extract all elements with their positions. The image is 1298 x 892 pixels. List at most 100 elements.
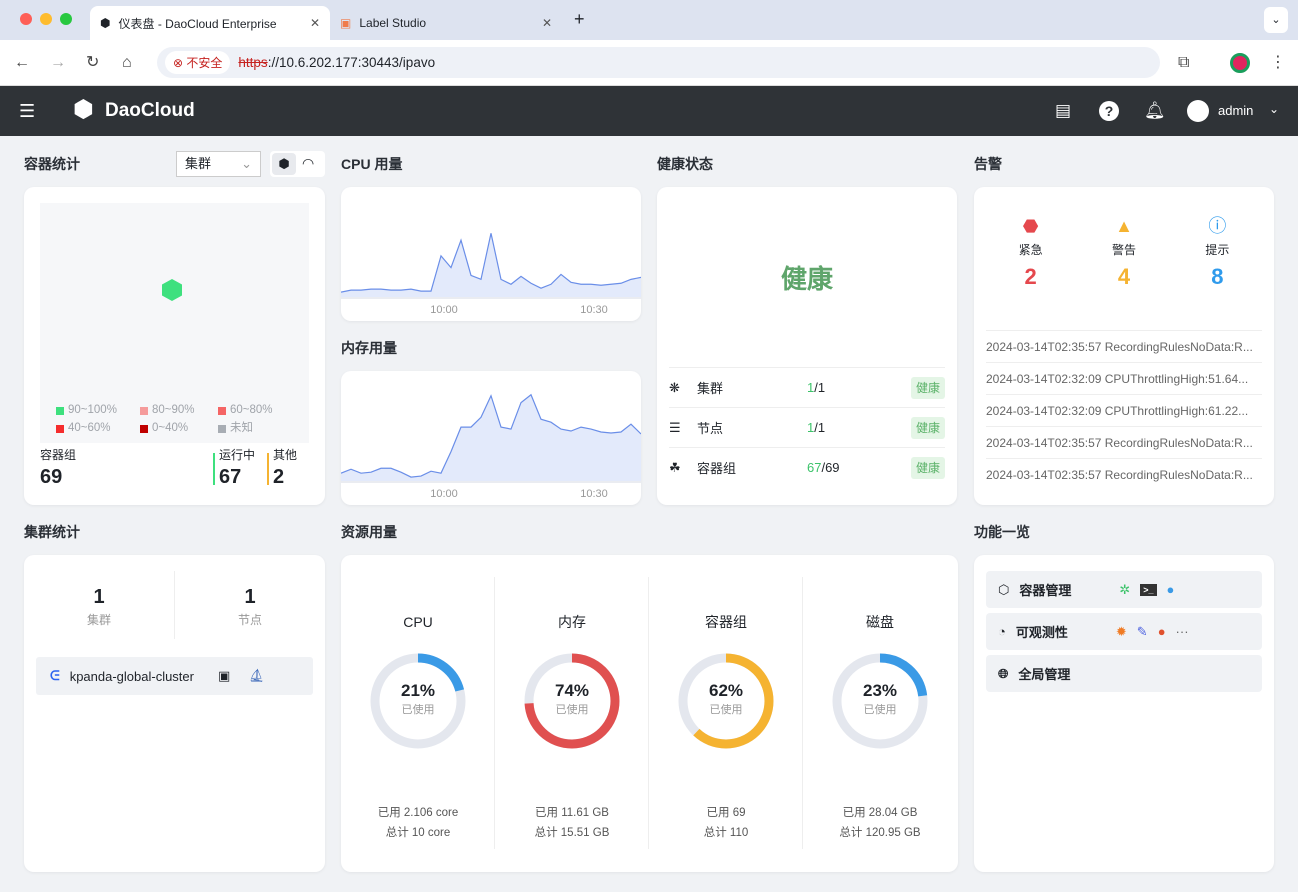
- kpanda-cluster-icon: ᕮ: [50, 668, 60, 683]
- prometheus-icon[interactable]: ●: [1157, 624, 1166, 639]
- home-icon[interactable]: ⌂: [122, 54, 132, 71]
- browser-tab-active[interactable]: ⬢ 仪表盘 - DaoCloud Enterprise ✕: [90, 6, 330, 40]
- row-label: 容器组: [697, 461, 737, 476]
- more-icon[interactable]: ···: [1175, 624, 1189, 639]
- new-tab-button[interactable]: +: [574, 9, 585, 29]
- cluster-name[interactable]: kpanda-global-cluster: [69, 668, 194, 684]
- row-label: 节点: [697, 421, 724, 436]
- health-row-node[interactable]: ☰ 节点 1/1 健康: [669, 407, 945, 447]
- pod-hexmap: 90~100% 80~90% 60~80% 40~60% 0~40% 未知: [40, 203, 309, 443]
- pod-hexagon[interactable]: [162, 279, 182, 301]
- row-label: 集群: [697, 381, 724, 396]
- x-tick-label: 10:30: [580, 488, 608, 500]
- tab-title: Label Studio: [359, 16, 427, 30]
- minimize-window-button[interactable]: [40, 13, 52, 25]
- alert-item[interactable]: 2024-03-14T02:32:09 CPUThrottlingHigh:51…: [986, 362, 1262, 394]
- legend-label: 0~40%: [152, 422, 189, 434]
- series-line[interactable]: [340, 233, 642, 293]
- x-tick-label: 10:00: [430, 488, 458, 500]
- forward-icon[interactable]: →: [50, 54, 66, 71]
- kubernetes-icon[interactable]: ✲: [1119, 581, 1131, 597]
- alert-level-critical[interactable]: ⬣ 紧急 2: [1019, 215, 1043, 290]
- user-avatar-icon[interactable]: [1187, 100, 1209, 122]
- memory-usage-card: 10:00 10:30: [340, 371, 642, 505]
- level-label: 警告: [1111, 243, 1136, 257]
- registry-icon[interactable]: ●: [1166, 582, 1175, 597]
- health-row-cluster[interactable]: ❋ 集群 1/1 健康: [669, 367, 945, 407]
- close-window-button[interactable]: [20, 13, 32, 25]
- cluster-item[interactable]: ᕮ kpanda-global-cluster ▣ ⛵︎: [36, 657, 313, 695]
- series-area: [341, 233, 641, 297]
- resource-donut: [524, 653, 620, 749]
- alert-item[interactable]: 2024-03-14T02:35:57 RecordingRulesNoData…: [986, 330, 1262, 362]
- feature-global-management[interactable]: 🌐︎ 全局管理: [986, 655, 1262, 692]
- extensions-icon[interactable]: ⧉: [1178, 54, 1190, 71]
- resource-donut: [832, 653, 928, 749]
- chevron-down-icon[interactable]: ⌄: [1269, 102, 1280, 116]
- series-line[interactable]: [340, 393, 642, 478]
- grafana-icon[interactable]: ✹: [1115, 623, 1127, 639]
- tab-search-button[interactable]: ⌄: [1264, 7, 1288, 33]
- scope-select[interactable]: 集群 ⌄: [176, 151, 261, 177]
- hexagon-view-icon[interactable]: ⬢: [272, 153, 296, 175]
- reload-icon[interactable]: ↻: [86, 54, 100, 71]
- username[interactable]: admin: [1218, 103, 1254, 118]
- divider: [802, 577, 803, 849]
- chevron-down-icon: ⌄: [241, 156, 252, 171]
- bell-icon[interactable]: 🔔︎: [1144, 101, 1166, 120]
- total-amount: 总计 110: [703, 827, 749, 839]
- gauge-view-icon[interactable]: ◠: [302, 155, 315, 171]
- alert-levels: ⬣ 紧急 2 ▲ 警告 4 ⓘ 提示 8: [974, 215, 1274, 290]
- status-badge: 健康: [910, 416, 945, 439]
- close-tab-icon[interactable]: ✕: [541, 16, 552, 30]
- menu-toggle-icon[interactable]: ☰: [19, 101, 36, 121]
- other-bar: [267, 453, 269, 485]
- logo-text[interactable]: DaoCloud: [105, 100, 195, 121]
- health-row-pod[interactable]: ☘ 容器组 67/69 健康: [669, 447, 945, 487]
- nodes-count: 1: [244, 586, 256, 608]
- running-bar: [213, 453, 215, 485]
- browser-menu-icon[interactable]: ⋮: [1270, 54, 1286, 71]
- hexmap-legend: 90~100% 80~90% 60~80% 40~60% 0~40% 未知: [56, 403, 304, 436]
- level-label: 提示: [1205, 243, 1230, 257]
- other-label: 其他: [273, 448, 298, 462]
- feature-container-management[interactable]: ⬡ 容器管理 ✲ >_ ●: [986, 571, 1262, 608]
- jaeger-icon[interactable]: ✎: [1136, 623, 1148, 639]
- used-label: 已使用: [401, 704, 435, 716]
- profile-avatar[interactable]: [1230, 53, 1250, 73]
- alert-item[interactable]: 2024-03-14T02:35:57 RecordingRulesNoData…: [986, 458, 1262, 490]
- level-count: 2: [1024, 264, 1037, 289]
- close-tab-icon[interactable]: ✕: [309, 16, 320, 30]
- daocloud-logo-icon: ⬢: [73, 96, 94, 123]
- ok-count: 67: [807, 460, 822, 475]
- memory-usage-chart: 10:00 10:30: [340, 393, 642, 500]
- alert-item[interactable]: 2024-03-14T02:35:57 RecordingRulesNoData…: [986, 426, 1262, 458]
- alert-item[interactable]: 2024-03-14T02:32:09 CPUThrottlingHigh:61…: [986, 394, 1262, 426]
- legend-item: 60~80%: [218, 403, 296, 418]
- browser-tab[interactable]: ▣ Label Studio ✕: [330, 6, 562, 40]
- help-icon[interactable]: ?: [1099, 101, 1119, 121]
- maximize-window-button[interactable]: [60, 13, 72, 25]
- terminal-icon[interactable]: >_: [1140, 583, 1157, 596]
- ok-count: 1: [807, 380, 815, 395]
- message-icon[interactable]: ▤: [1055, 101, 1072, 120]
- health-card: 健康 ❋ 集群 1/1 健康 ☰ 节点 1/1 健康 ☘ 容器组 67/69 健康: [657, 187, 957, 505]
- address-bar[interactable]: ⊗ 不安全 https://10.6.202.177:30443/ipavo: [157, 47, 1160, 78]
- alert-level-warning[interactable]: ▲ 警告 4: [1112, 215, 1136, 290]
- cpu-usage-card: 10:00 10:30: [340, 187, 642, 321]
- feature-observability[interactable]: ◔ 可观测性 ✹ ✎ ● ···: [986, 613, 1262, 650]
- donut-value-arc: [832, 653, 928, 749]
- running-label: 运行中: [219, 448, 256, 462]
- cpu-usage-chart: 10:00 10:30: [340, 233, 642, 316]
- alert-level-info[interactable]: ⓘ 提示 8: [1205, 215, 1229, 290]
- back-icon[interactable]: ←: [14, 54, 30, 71]
- url-scheme: https: [238, 55, 268, 70]
- view-toggle: ⬢ ◠: [270, 151, 325, 177]
- warning-icon: ▲: [1115, 216, 1133, 236]
- total-count: /1: [814, 380, 826, 395]
- info-icon: ⓘ: [1208, 216, 1227, 236]
- insecure-indicator[interactable]: ⊗ 不安全: [165, 51, 231, 74]
- resource-item: 容器组 62% 已使用 已用 69 总计 110: [649, 577, 803, 849]
- resource-donut: [370, 653, 466, 749]
- pods-label: 容器组: [40, 448, 77, 462]
